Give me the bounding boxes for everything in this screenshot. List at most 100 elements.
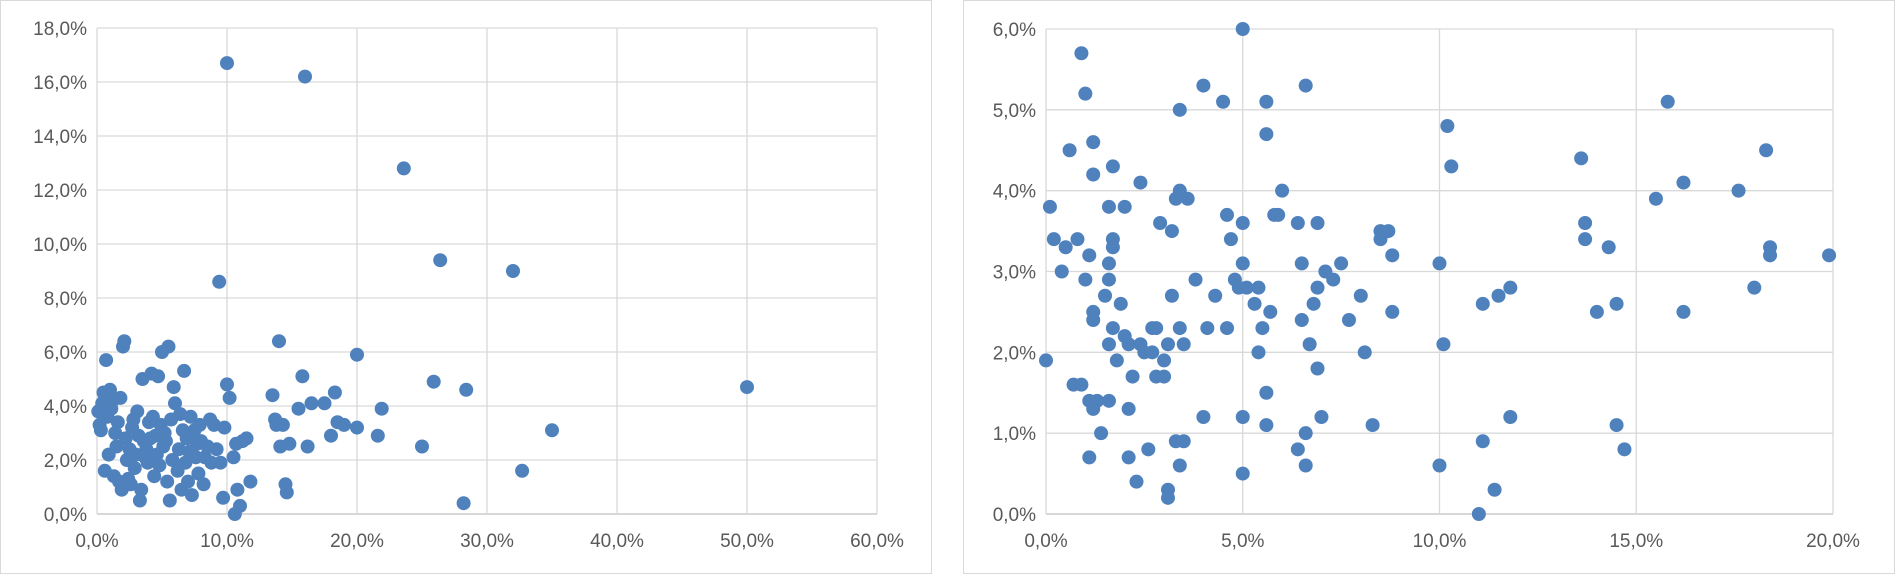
data-point: [113, 390, 128, 405]
y-tick-label: 0,0%: [44, 505, 87, 526]
x-tick-label: 60,0%: [850, 531, 904, 552]
data-point: [1101, 272, 1116, 287]
data-point: [1121, 450, 1136, 465]
data-point: [1121, 337, 1136, 352]
data-point: [1660, 94, 1675, 109]
data-point: [1444, 159, 1459, 174]
data-point: [1121, 401, 1136, 416]
data-point: [1039, 353, 1053, 368]
data-point: [1176, 337, 1191, 352]
data-point: [1141, 442, 1156, 457]
data-point: [265, 388, 280, 403]
data-point: [1574, 151, 1589, 166]
data-point: [506, 264, 520, 278]
data-point: [1145, 345, 1160, 360]
data-point: [515, 463, 530, 478]
data-point: [216, 490, 231, 505]
data-point: [1196, 410, 1211, 424]
data-point: [1294, 313, 1309, 327]
data-point: [1271, 207, 1286, 222]
x-tick-label: 50,0%: [720, 531, 774, 552]
data-point: [134, 482, 149, 497]
data-point: [1223, 232, 1238, 247]
data-point: [1101, 337, 1116, 352]
data-point: [181, 474, 195, 489]
data-point: [291, 401, 306, 416]
y-tick-label: 8,0%: [44, 289, 87, 310]
x-tick-label: 5,0%: [1221, 531, 1264, 552]
data-point: [162, 493, 177, 508]
data-point: [1314, 410, 1329, 424]
data-point: [295, 369, 310, 384]
data-point: [1353, 288, 1368, 303]
data-point: [374, 401, 389, 416]
scatter-chart-left: 0,0% 2,0% 4,0% 6,0% 8,0% 10,0% 12,0% 14,0% 16,0%…: [0, 0, 932, 574]
data-point: [1220, 321, 1235, 336]
data-point: [317, 396, 332, 411]
data-point: [1503, 280, 1518, 295]
data-point: [1172, 321, 1187, 336]
data-point: [117, 334, 132, 349]
data-point: [161, 339, 176, 354]
data-point: [396, 161, 411, 176]
y-tick-label: 1,0%: [993, 424, 1036, 445]
data-point: [1101, 199, 1116, 214]
data-point: [1172, 458, 1187, 473]
data-point: [1298, 426, 1313, 441]
data-point: [1601, 240, 1616, 255]
data-point: [1357, 345, 1372, 360]
data-point: [152, 458, 167, 473]
data-point: [324, 428, 338, 443]
data-point: [1105, 240, 1120, 255]
data-point: [1306, 296, 1321, 311]
data-point: [1475, 296, 1490, 311]
data-point: [1822, 248, 1837, 263]
data-point: [300, 439, 315, 454]
data-point: [1109, 353, 1124, 368]
x-tick-label: 0,0%: [1024, 531, 1067, 552]
data-point: [140, 455, 155, 470]
data-point: [1648, 191, 1663, 206]
data-point: [226, 450, 241, 465]
data-point: [1432, 458, 1447, 473]
data-point: [456, 496, 471, 511]
data-point: [1153, 216, 1168, 230]
data-point: [1731, 183, 1746, 198]
data-point: [1129, 474, 1144, 489]
data-point: [304, 396, 319, 411]
data-point: [1676, 175, 1691, 190]
data-point: [415, 439, 429, 454]
data-point: [109, 439, 124, 454]
data-point: [1149, 321, 1164, 336]
data-point: [1098, 288, 1113, 303]
data-point: [1086, 135, 1101, 150]
data-point: [230, 482, 245, 497]
data-point: [1475, 434, 1490, 449]
y-tick-label: 2,0%: [993, 343, 1036, 364]
y-tick-label: 2,0%: [44, 451, 87, 472]
data-point: [1086, 313, 1101, 327]
data-point: [1259, 127, 1274, 142]
y-tick-label: 4,0%: [993, 182, 1036, 203]
x-tick-label: 30,0%: [460, 531, 514, 552]
data-point: [1105, 321, 1120, 336]
data-point: [183, 409, 198, 424]
data-point: [350, 347, 364, 362]
y-tick-label: 6,0%: [44, 343, 87, 364]
data-point: [272, 334, 286, 349]
data-point: [1200, 321, 1215, 336]
data-point: [1589, 304, 1604, 319]
y-tick-label: 4,0%: [44, 397, 87, 418]
data-point: [1101, 256, 1116, 271]
data-point: [103, 382, 117, 397]
data-point: [1157, 353, 1172, 368]
data-point: [110, 415, 125, 430]
data-point: [337, 417, 351, 432]
data-point: [1105, 159, 1120, 174]
data-point: [1164, 224, 1179, 239]
data-point: [139, 442, 154, 457]
data-point: [166, 380, 181, 395]
data-point: [222, 390, 237, 405]
x-tick-label: 15,0%: [1609, 531, 1663, 552]
data-point: [1676, 304, 1691, 319]
